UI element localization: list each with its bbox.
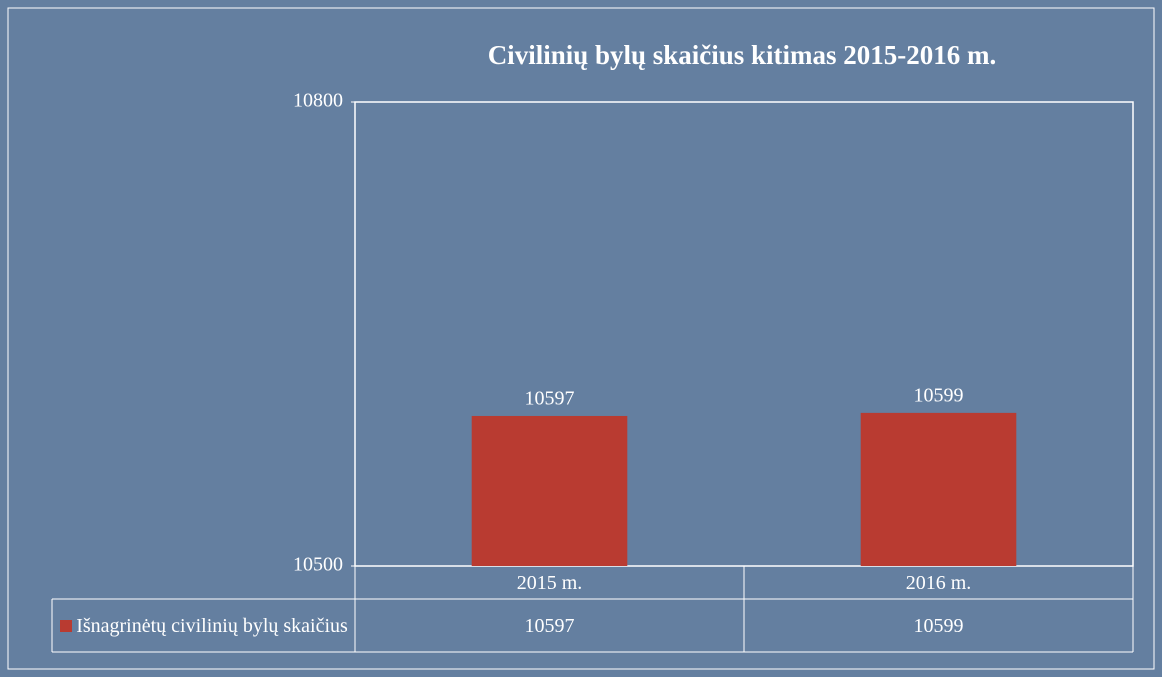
chart-title: Civilinių bylų skaičius kitimas 2015-201… [488, 40, 997, 70]
bar [471, 415, 628, 566]
chart-frame [7, 7, 1155, 670]
data-label: 10597 [525, 388, 575, 410]
legend-label: Išnagrinėtų civilinių bylų skaičius [76, 615, 348, 637]
x-tick-label: 2015 m. [517, 572, 583, 594]
data-label: 10599 [914, 384, 964, 406]
x-tick-label: 2016 m. [906, 572, 972, 594]
bar [860, 412, 1017, 566]
legend-key [60, 620, 73, 632]
table-value: 10597 [525, 615, 575, 637]
y-tick-label: 10500 [293, 554, 343, 576]
y-tick-label: 10800 [293, 90, 343, 112]
legend-entry: Išnagrinėtų civilinių bylų skaičius [54, 601, 354, 651]
table-value: 10599 [914, 615, 964, 637]
